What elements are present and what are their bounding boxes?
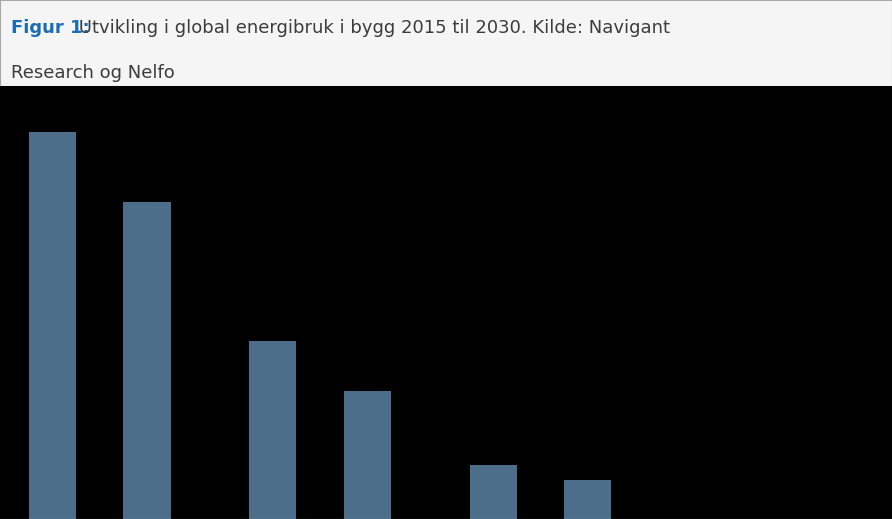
Text: Figur 1:: Figur 1: bbox=[11, 19, 89, 37]
Bar bbox=[564, 480, 611, 519]
Text: Utvikling i global energibruk i bygg 2015 til 2030. Kilde: Navigant: Utvikling i global energibruk i bygg 201… bbox=[73, 19, 670, 37]
Bar bbox=[249, 341, 296, 519]
Bar bbox=[343, 391, 391, 519]
Bar bbox=[469, 465, 516, 519]
Text: Research og Nelfo: Research og Nelfo bbox=[11, 64, 175, 82]
Bar bbox=[123, 202, 170, 519]
Bar bbox=[29, 132, 76, 519]
